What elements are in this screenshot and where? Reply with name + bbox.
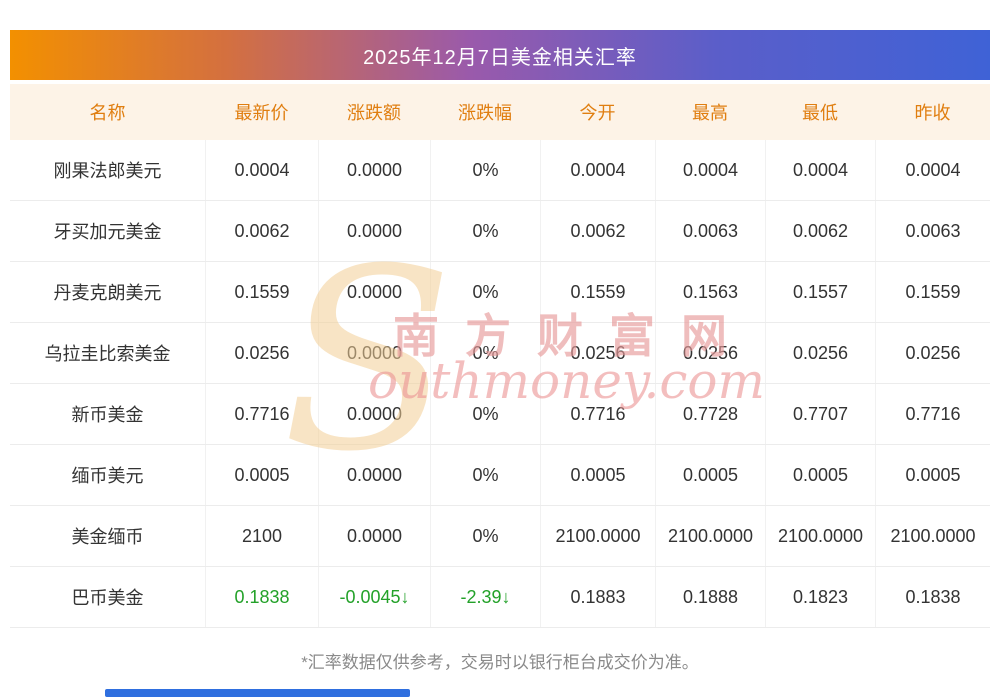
table-row: 美金缅币 2100 0.0000 0% 2100.0000 2100.0000 …	[10, 506, 990, 567]
low-cell: 0.0005	[765, 445, 875, 505]
latest-price-cell: 0.0004	[205, 140, 318, 200]
col-header-latest-price: 最新价	[234, 103, 289, 123]
table-row: 缅币美元 0.0005 0.0000 0% 0.0005 0.0005 0.00…	[10, 445, 990, 506]
col-header-change-percent: 涨跌幅	[458, 103, 512, 123]
col-header-change-amount: 涨跌额	[347, 103, 401, 123]
currency-name-cell: 刚果法郎美元	[53, 161, 162, 181]
high-cell: 0.0063	[655, 201, 765, 261]
col-header-name: 名称	[89, 103, 126, 123]
prev-close-cell: 0.0005	[875, 445, 990, 505]
low-cell: 0.1557	[765, 262, 875, 322]
high-cell: 0.1888	[655, 567, 765, 627]
open-cell: 0.0256	[540, 323, 655, 383]
high-cell: 0.1563	[655, 262, 765, 322]
latest-price-cell: 0.1559	[205, 262, 318, 322]
latest-price-cell: 0.0062	[205, 201, 318, 261]
open-cell: 2100.0000	[540, 506, 655, 566]
open-cell: 0.0005	[540, 445, 655, 505]
change-amount-cell: 0.0000	[318, 506, 430, 566]
high-cell: 2100.0000	[655, 506, 765, 566]
low-cell: 0.0004	[765, 140, 875, 200]
table-row: 丹麦克朗美元 0.1559 0.0000 0% 0.1559 0.1563 0.…	[10, 262, 990, 323]
change-amount-cell: 0.0000	[318, 140, 430, 200]
currency-name-cell: 新币美金	[71, 405, 144, 425]
col-header-prev-close: 昨收	[914, 103, 951, 123]
change-percent-cell: 0%	[430, 201, 540, 261]
col-header-open: 今开	[579, 103, 616, 123]
page-title: 2025年12月7日美金相关汇率	[10, 30, 990, 80]
open-cell: 0.0004	[540, 140, 655, 200]
table-header-row: 名称 最新价 涨跌额 涨跌幅 今开 最高 最低 昨收	[10, 84, 990, 140]
col-header-low: 最低	[802, 103, 838, 123]
high-cell: 0.0005	[655, 445, 765, 505]
latest-price-cell: 2100	[205, 506, 318, 566]
high-cell: 0.7728	[655, 384, 765, 444]
change-percent-cell: 0%	[430, 445, 540, 505]
low-cell: 0.0062	[765, 201, 875, 261]
currency-name-cell: 美金缅币	[71, 527, 144, 547]
latest-price-cell: 0.0256	[205, 323, 318, 383]
open-cell: 0.1559	[540, 262, 655, 322]
change-percent-cell: 0%	[430, 323, 540, 383]
prev-close-cell: 0.0063	[875, 201, 990, 261]
open-cell: 0.0062	[540, 201, 655, 261]
change-percent-cell: 0%	[430, 384, 540, 444]
high-cell: 0.0004	[655, 140, 765, 200]
table-body: 刚果法郎美元 0.0004 0.0000 0% 0.0004 0.0004 0.…	[10, 140, 990, 628]
currency-name-cell: 牙买加元美金	[53, 222, 162, 242]
change-amount-cell: 0.0000	[318, 445, 430, 505]
low-cell: 0.0256	[765, 323, 875, 383]
low-cell: 0.7707	[765, 384, 875, 444]
disclaimer-note: *汇率数据仅供参考，交易时以银行柜台成交价为准。	[301, 653, 699, 672]
currency-name-cell: 丹麦克朗美元	[53, 283, 162, 303]
rates-table: 名称 最新价 涨跌额 涨跌幅 今开 最高 最低 昨收 刚果法郎美元 0.0004…	[10, 84, 990, 628]
high-cell: 0.0256	[655, 323, 765, 383]
prev-close-cell: 0.0004	[875, 140, 990, 200]
currency-name-cell: 缅币美元	[71, 466, 144, 486]
table-row: 刚果法郎美元 0.0004 0.0000 0% 0.0004 0.0004 0.…	[10, 140, 990, 201]
table-row: 新币美金 0.7716 0.0000 0% 0.7716 0.7728 0.77…	[10, 384, 990, 445]
table-row: 牙买加元美金 0.0062 0.0000 0% 0.0062 0.0063 0.…	[10, 201, 990, 262]
open-cell: 0.7716	[540, 384, 655, 444]
low-cell: 0.1823	[765, 567, 875, 627]
change-percent-cell: -2.39↓	[430, 567, 540, 627]
prev-close-cell: 0.1559	[875, 262, 990, 322]
latest-price-cell: 0.1838	[205, 567, 318, 627]
prev-close-cell: 0.1838	[875, 567, 990, 627]
open-cell: 0.1883	[540, 567, 655, 627]
change-amount-cell: 0.0000	[318, 201, 430, 261]
currency-name-cell: 巴币美金	[71, 588, 144, 608]
change-percent-cell: 0%	[430, 140, 540, 200]
currency-name-cell: 乌拉圭比索美金	[44, 344, 171, 364]
change-amount-cell: -0.0045↓	[318, 567, 430, 627]
latest-price-cell: 0.0005	[205, 445, 318, 505]
col-header-high: 最高	[692, 103, 728, 123]
prev-close-cell: 2100.0000	[875, 506, 990, 566]
table-row: 巴币美金 0.1838 -0.0045↓ -2.39↓ 0.1883 0.188…	[10, 567, 990, 628]
change-amount-cell: 0.0000	[318, 262, 430, 322]
change-percent-cell: 0%	[430, 506, 540, 566]
prev-close-cell: 0.7716	[875, 384, 990, 444]
latest-price-cell: 0.7716	[205, 384, 318, 444]
bottom-blue-bar	[105, 689, 410, 697]
change-amount-cell: 0.0000	[318, 323, 430, 383]
table-row: 乌拉圭比索美金 0.0256 0.0000 0% 0.0256 0.0256 0…	[10, 323, 990, 384]
prev-close-cell: 0.0256	[875, 323, 990, 383]
low-cell: 2100.0000	[765, 506, 875, 566]
change-percent-cell: 0%	[430, 262, 540, 322]
change-amount-cell: 0.0000	[318, 384, 430, 444]
